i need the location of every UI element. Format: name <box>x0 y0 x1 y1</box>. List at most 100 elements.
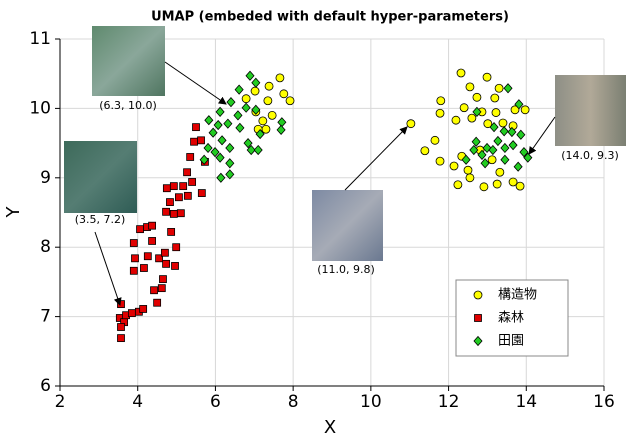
point <box>285 96 295 106</box>
point <box>148 221 156 230</box>
point <box>197 136 205 145</box>
point <box>169 209 178 218</box>
point <box>166 198 174 206</box>
point <box>523 152 533 163</box>
point <box>463 165 473 175</box>
chart-title: UMAP (embeded with default hyper-paramet… <box>151 10 509 25</box>
point <box>162 184 171 193</box>
point <box>161 248 169 257</box>
point <box>435 156 445 166</box>
point <box>263 96 273 106</box>
point <box>255 128 265 140</box>
point <box>225 142 235 154</box>
point <box>162 207 170 216</box>
point <box>500 142 510 154</box>
x-tick-label: 12 <box>438 392 460 412</box>
point <box>117 334 125 343</box>
point <box>243 137 253 149</box>
point <box>258 116 268 126</box>
point <box>491 108 501 117</box>
point <box>204 115 214 126</box>
point <box>157 284 166 293</box>
legend-marker <box>473 290 483 300</box>
point <box>136 225 144 234</box>
point <box>250 86 260 96</box>
point <box>500 154 510 165</box>
point <box>483 119 493 129</box>
annotation-arrow <box>94 231 122 306</box>
point <box>253 144 263 156</box>
point <box>508 177 518 187</box>
point <box>472 106 482 117</box>
point <box>140 264 148 272</box>
annotation: (11.0, 9.8) <box>317 263 375 276</box>
point <box>183 191 192 200</box>
point <box>159 275 167 284</box>
point <box>471 136 481 147</box>
point <box>276 124 286 136</box>
point <box>251 77 261 88</box>
point <box>488 144 498 156</box>
point <box>435 108 445 118</box>
annotation: (14.0, 9.3) <box>561 149 619 162</box>
x-tick-label: 4 <box>132 392 143 412</box>
x-tick-label: 10 <box>360 392 382 412</box>
point <box>210 147 220 158</box>
point <box>169 182 178 191</box>
point <box>131 254 139 263</box>
x-tick-label: 14 <box>515 392 537 412</box>
y-tick-label: 11 <box>29 29 51 49</box>
point <box>153 298 162 307</box>
point <box>420 146 430 156</box>
point <box>241 94 251 104</box>
point <box>225 158 235 169</box>
point <box>449 161 459 171</box>
point <box>155 254 163 263</box>
point <box>472 92 482 102</box>
point <box>117 323 125 331</box>
point <box>241 102 251 113</box>
point <box>235 122 245 133</box>
point <box>459 103 469 113</box>
point <box>493 135 503 147</box>
point <box>510 105 520 115</box>
point <box>279 89 289 99</box>
point <box>519 147 529 158</box>
point <box>186 153 195 161</box>
y-tick-label: 7 <box>40 307 51 327</box>
point <box>215 152 225 163</box>
point <box>172 243 181 252</box>
point <box>490 93 500 103</box>
point <box>183 168 191 177</box>
x-tick-label: 6 <box>210 392 221 412</box>
point <box>199 154 209 165</box>
point <box>477 149 487 161</box>
point <box>179 182 188 191</box>
annotation: (6.3, 10.0) <box>99 99 157 112</box>
point <box>188 178 197 186</box>
point <box>261 124 271 134</box>
point <box>176 209 185 218</box>
y-tick-label: 6 <box>40 376 51 396</box>
point <box>499 126 509 137</box>
x-tick-label: 16 <box>593 392 615 412</box>
point <box>167 228 176 236</box>
point <box>245 70 255 81</box>
point <box>482 72 492 82</box>
point <box>516 129 526 140</box>
point <box>465 82 475 92</box>
y-tick-label: 9 <box>40 168 51 188</box>
point <box>513 161 523 172</box>
point <box>203 142 213 154</box>
annotation: (3.5, 7.2) <box>75 213 126 226</box>
point <box>264 81 274 91</box>
point <box>162 259 170 268</box>
point <box>469 144 479 156</box>
point <box>129 266 138 275</box>
point <box>223 118 233 129</box>
point <box>127 309 136 318</box>
point <box>233 110 243 121</box>
point <box>430 135 440 145</box>
x-tick-label: 8 <box>288 392 299 412</box>
